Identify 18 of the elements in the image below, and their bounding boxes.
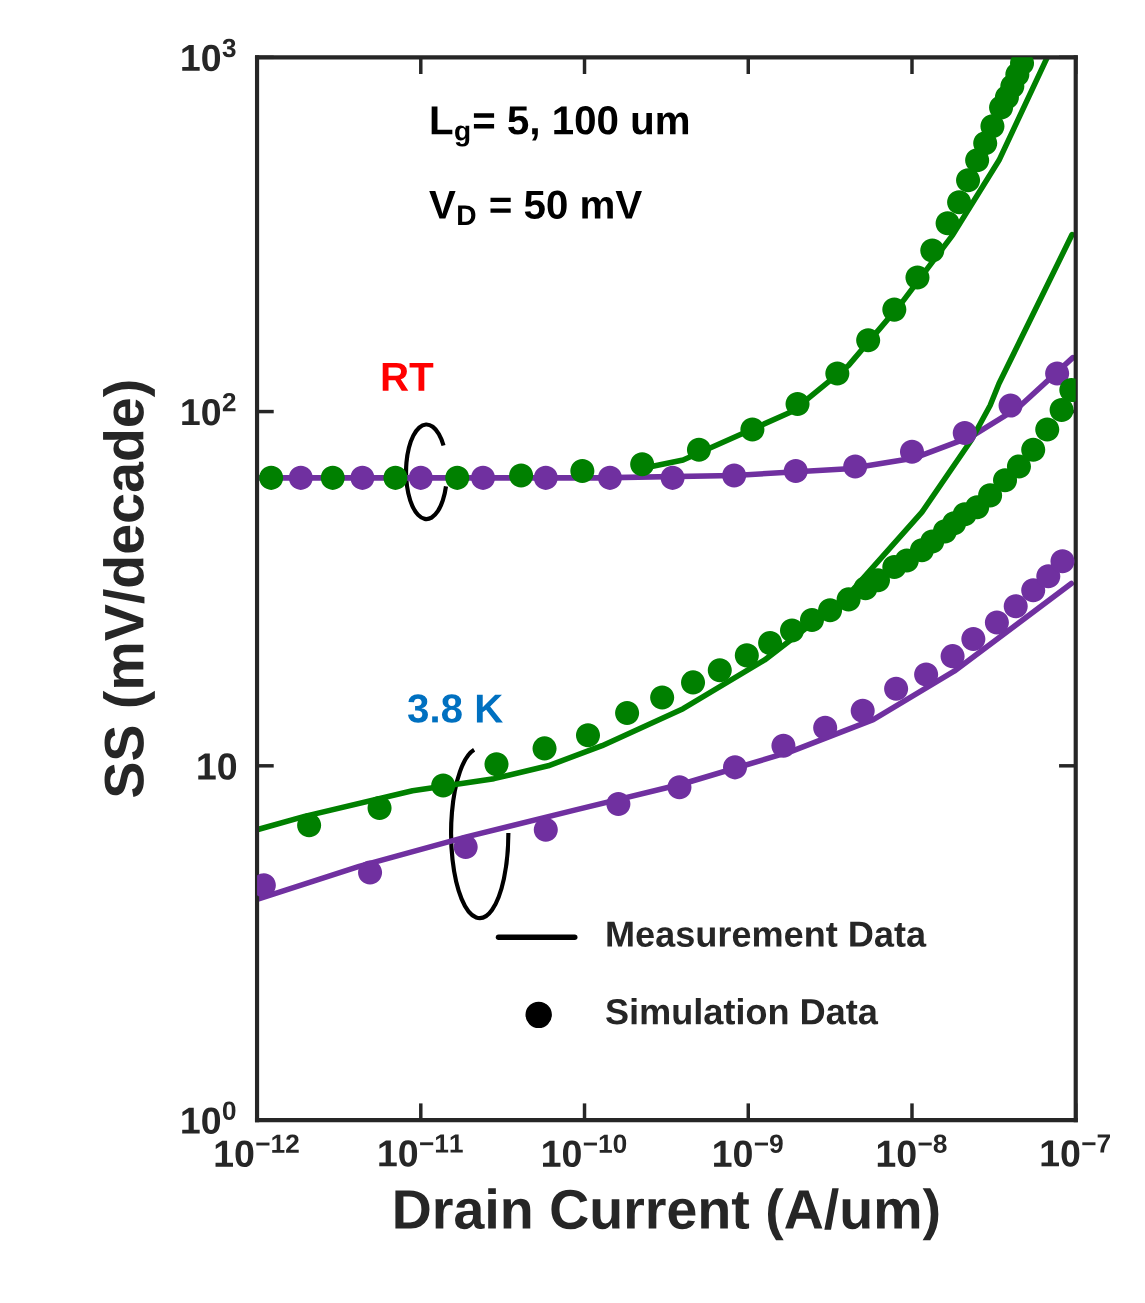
y-tick-label: 10 [198,753,237,780]
y-tick-label: 10$^{3}$ [182,38,236,72]
x-tick-label: 10$^{−12}$ [215,1134,299,1167]
annotation: RT [382,363,434,391]
annotation: Simulation Data [606,998,879,1025]
y-axis-title: SS (mV/decade) [103,381,155,798]
annotation: 3.8 K [407,694,503,723]
x-tick-label: 10$^{−11}$ [379,1134,463,1167]
annotation: L$_{g}$= 5, 100 um [431,106,689,147]
x-tick-label: 10$^{−10}$ [543,1134,627,1167]
annotation: Measurement Data [607,921,927,947]
x-tick-label: 10$^{−8}$ [877,1134,947,1167]
x-tick-label: 10$^{−9}$ [714,1134,783,1167]
x-axis-title: Drain Current (A/um) [395,1188,939,1241]
y-tick-label: 10$^{2}$ [182,392,236,426]
y-tick-label: 10$^{0}$ [182,1101,236,1134]
x-tick-label: 10$^{−7}$ [1041,1134,1110,1167]
annotation: V$_{D}$ = 50 mV [429,190,642,225]
